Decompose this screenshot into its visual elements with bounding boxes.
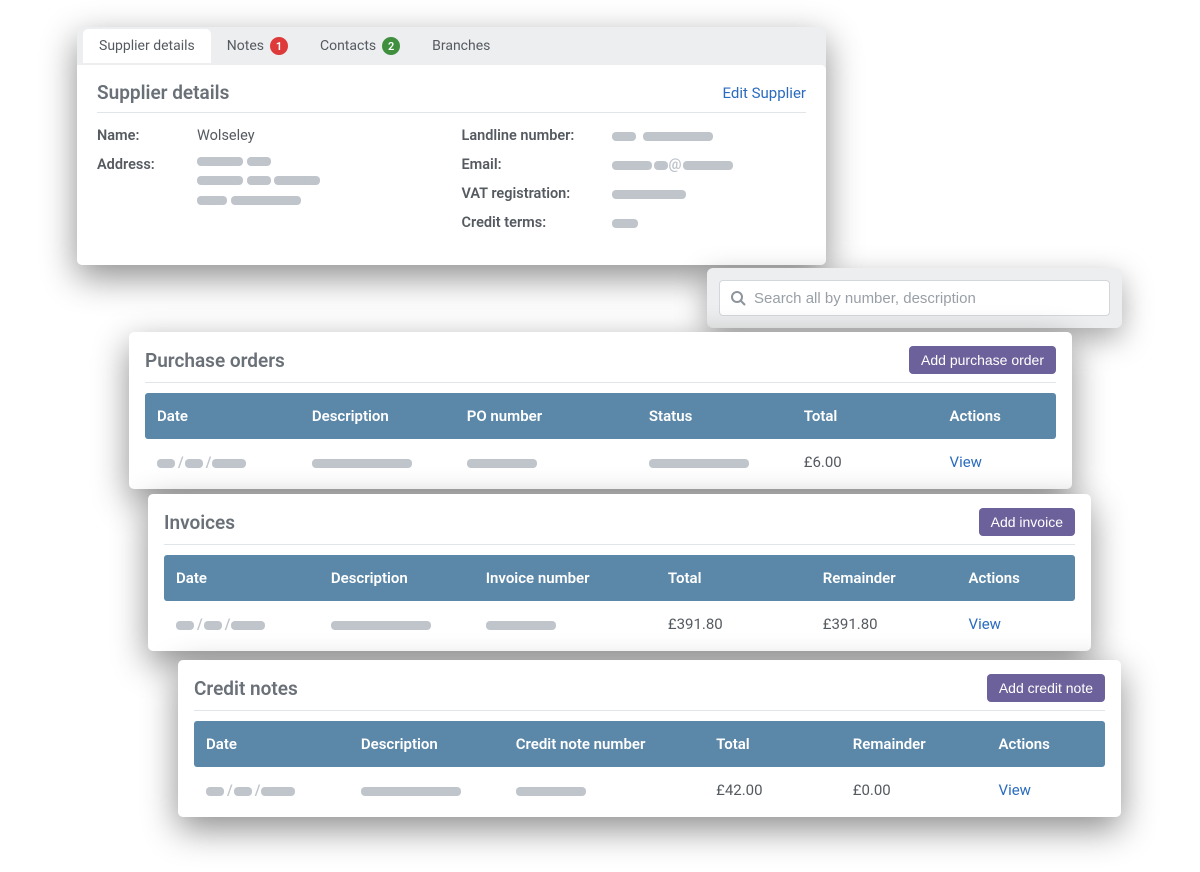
cell-remainder: £0.00 — [841, 767, 987, 809]
col-remainder: Remainder — [841, 721, 987, 767]
cell-description — [300, 439, 455, 481]
landline-value — [612, 127, 713, 144]
cell-date: // — [164, 601, 319, 643]
address-value — [197, 156, 320, 215]
col-remainder: Remainder — [811, 555, 957, 601]
search-icon — [730, 290, 746, 306]
col-actions: Actions — [938, 393, 1056, 439]
supplier-tabs: Supplier details Notes 1 Contacts 2 Bran… — [77, 27, 826, 65]
tab-label: Notes — [227, 38, 264, 54]
credit-notes-title: Credit notes — [194, 677, 298, 700]
name-value: Wolseley — [197, 127, 255, 144]
col-credit-note-number: Credit note number — [504, 721, 704, 767]
vat-label: VAT registration: — [462, 185, 612, 202]
view-link[interactable]: View — [969, 615, 1001, 633]
tab-notes[interactable]: Notes 1 — [211, 28, 304, 64]
edit-supplier-link[interactable]: Edit Supplier — [723, 84, 806, 102]
cell-date: // — [194, 767, 349, 809]
cell-invoice-number — [474, 601, 656, 643]
cell-total: £391.80 — [656, 601, 811, 643]
cell-status — [637, 439, 792, 481]
purchase-orders-table: Date Description PO number Status Total … — [145, 393, 1056, 481]
view-link[interactable]: View — [950, 453, 982, 471]
cell-description — [349, 767, 504, 809]
add-invoice-button[interactable]: Add invoice — [979, 508, 1075, 536]
purchase-orders-panel: Purchase orders Add purchase order Date … — [129, 332, 1072, 489]
add-purchase-order-button[interactable]: Add purchase order — [909, 346, 1056, 374]
cell-credit-note-number — [504, 767, 704, 809]
invoices-panel: Invoices Add invoice Date Description In… — [148, 494, 1091, 651]
table-row: // £6.00 View — [145, 439, 1056, 481]
add-credit-note-button[interactable]: Add credit note — [987, 674, 1105, 702]
notes-count-badge: 1 — [270, 37, 288, 55]
credit-terms-value — [612, 214, 638, 231]
credit-notes-table: Date Description Credit note number Tota… — [194, 721, 1105, 809]
cell-description — [319, 601, 474, 643]
col-total: Total — [656, 555, 811, 601]
tab-label: Branches — [432, 38, 490, 54]
col-total: Total — [792, 393, 938, 439]
credit-terms-label: Credit terms: — [462, 214, 612, 231]
col-date: Date — [194, 721, 349, 767]
supplier-details-card: Supplier details Notes 1 Contacts 2 Bran… — [77, 27, 826, 265]
table-row: // £42.00 £0.00 View — [194, 767, 1105, 809]
supplier-details-title: Supplier details — [97, 81, 229, 104]
invoices-title: Invoices — [164, 511, 235, 534]
cell-total: £42.00 — [704, 767, 841, 809]
landline-label: Landline number: — [462, 127, 612, 144]
col-date: Date — [164, 555, 319, 601]
search-card — [707, 268, 1122, 328]
email-value: @ — [612, 156, 733, 173]
address-label: Address: — [97, 156, 197, 173]
contacts-count-badge: 2 — [382, 37, 400, 55]
credit-notes-panel: Credit notes Add credit note Date Descri… — [178, 660, 1121, 817]
col-description: Description — [300, 393, 455, 439]
col-invoice-number: Invoice number — [474, 555, 656, 601]
cell-po-number — [455, 439, 637, 481]
tab-contacts[interactable]: Contacts 2 — [304, 28, 416, 64]
col-actions: Actions — [987, 721, 1105, 767]
search-box[interactable] — [719, 280, 1110, 316]
tab-label: Supplier details — [99, 38, 195, 54]
view-link[interactable]: View — [999, 781, 1031, 799]
tab-supplier-details[interactable]: Supplier details — [83, 29, 211, 63]
cell-remainder: £391.80 — [811, 601, 957, 643]
col-description: Description — [349, 721, 504, 767]
col-status: Status — [637, 393, 792, 439]
col-actions: Actions — [957, 555, 1075, 601]
col-po-number: PO number — [455, 393, 637, 439]
col-total: Total — [704, 721, 841, 767]
tab-label: Contacts — [320, 38, 376, 54]
email-label: Email: — [462, 156, 612, 173]
table-row: // £391.80 £391.80 View — [164, 601, 1075, 643]
col-description: Description — [319, 555, 474, 601]
name-label: Name: — [97, 127, 197, 144]
tab-branches[interactable]: Branches — [416, 29, 506, 63]
vat-value — [612, 185, 686, 202]
invoices-table: Date Description Invoice number Total Re… — [164, 555, 1075, 643]
col-date: Date — [145, 393, 300, 439]
cell-date: // — [145, 439, 300, 481]
search-input[interactable] — [754, 290, 1099, 307]
purchase-orders-title: Purchase orders — [145, 349, 285, 372]
cell-total: £6.00 — [792, 439, 938, 481]
